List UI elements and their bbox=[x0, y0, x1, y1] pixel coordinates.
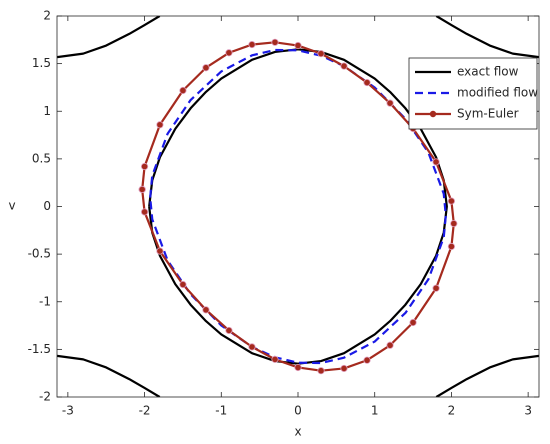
series-marker bbox=[447, 197, 456, 205]
x-tick-label: -1 bbox=[215, 404, 227, 418]
series-line bbox=[57, 16, 539, 397]
series-marker bbox=[248, 343, 256, 351]
y-tick-label: 1 bbox=[43, 104, 51, 118]
y-tick-label: -1.5 bbox=[28, 342, 51, 356]
legend-label: Sym-Euler bbox=[457, 107, 519, 121]
x-tick-label: 3 bbox=[524, 404, 532, 418]
y-tick-label: -0.5 bbox=[28, 247, 51, 261]
series-marker bbox=[138, 185, 146, 194]
series-marker bbox=[271, 355, 279, 363]
legend-label: exact flow bbox=[457, 65, 519, 79]
x-tick-label: -2 bbox=[139, 404, 151, 418]
series-marker bbox=[225, 326, 233, 335]
series-marker bbox=[340, 364, 348, 373]
y-tick-label: 0 bbox=[43, 199, 51, 213]
y-tick-label: -2 bbox=[39, 390, 51, 404]
series-marker bbox=[225, 49, 233, 57]
series-marker bbox=[140, 208, 149, 216]
x-tick-label: 2 bbox=[448, 404, 456, 418]
series-marker bbox=[294, 363, 302, 372]
x-tick-label: 0 bbox=[294, 404, 302, 418]
series-marker bbox=[156, 247, 164, 255]
x-tick-label: -3 bbox=[62, 404, 74, 418]
series-marker bbox=[179, 280, 187, 289]
series-marker bbox=[409, 318, 417, 327]
series-marker bbox=[386, 99, 394, 107]
x-tick-label: 1 bbox=[371, 404, 379, 418]
y-axis-label: v bbox=[8, 199, 15, 213]
legend-marker bbox=[429, 110, 437, 118]
y-tick-label: 0.5 bbox=[32, 151, 51, 165]
series-marker bbox=[450, 219, 458, 228]
series-marker bbox=[386, 341, 394, 349]
series-marker bbox=[317, 50, 325, 58]
y-tick-label: 2 bbox=[43, 9, 51, 23]
y-tick-label: 1.5 bbox=[32, 56, 51, 70]
series-marker bbox=[140, 162, 149, 171]
series-marker bbox=[202, 64, 210, 72]
series-marker bbox=[271, 38, 279, 46]
x-axis-label: x bbox=[294, 425, 301, 439]
series-marker bbox=[340, 62, 348, 70]
series-marker bbox=[317, 367, 325, 375]
curves bbox=[57, 16, 539, 397]
y-tick-label: -1 bbox=[39, 294, 51, 308]
series-marker bbox=[432, 284, 440, 292]
series-marker bbox=[179, 86, 187, 95]
series-marker bbox=[248, 40, 256, 49]
series-marker bbox=[294, 41, 302, 50]
series-marker bbox=[447, 242, 456, 251]
series-marker bbox=[363, 78, 371, 87]
series-marker bbox=[156, 121, 164, 129]
series-marker bbox=[432, 158, 440, 166]
legend-label: modified flow bbox=[457, 86, 538, 100]
series-marker bbox=[202, 306, 210, 314]
series-marker bbox=[363, 356, 371, 364]
